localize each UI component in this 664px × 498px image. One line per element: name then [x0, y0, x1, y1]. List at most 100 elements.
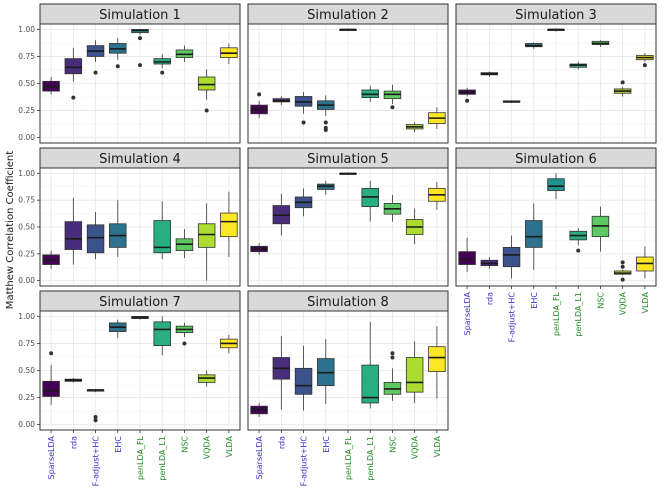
panel-title: Simulation 6 [515, 152, 597, 167]
x-category-label: VQDA [411, 435, 420, 459]
panel-border [455, 23, 657, 144]
y-tick-label: 0.25 [18, 249, 35, 258]
box-SparseLDA [250, 402, 268, 418]
panel-title: Simulation 2 [307, 8, 389, 23]
box-EHC [525, 42, 543, 49]
box-penLDA_FL [339, 172, 357, 175]
box-NSC [175, 45, 194, 62]
box-body [153, 321, 171, 347]
box-body [86, 224, 105, 254]
outlier-point [138, 63, 142, 68]
box-VQDA [613, 80, 632, 97]
box-EHC [525, 203, 543, 270]
x-category-label: rda [69, 436, 78, 449]
outlier-point [620, 80, 625, 85]
x-category-label: penLDA_L1 [574, 292, 583, 337]
outlier-point [182, 341, 187, 346]
x-category-label: VLDA [225, 435, 234, 457]
box-EHC [317, 180, 335, 195]
box-rda [272, 193, 291, 236]
outlier-point [49, 351, 54, 356]
y-tick-label: 0.00 [18, 276, 35, 285]
box-EHC [317, 339, 335, 405]
y-tick-label: 1.00 [18, 25, 35, 34]
box-VLDA [428, 326, 446, 399]
y-tick-label: 1.00 [18, 169, 35, 178]
box-F-adjust+HC [86, 40, 105, 75]
outlier-point [323, 128, 328, 133]
box-body [197, 76, 216, 91]
box-VLDA [220, 334, 238, 354]
box-VQDA [405, 122, 424, 133]
outlier-point [93, 418, 98, 423]
box-VLDA [220, 43, 238, 65]
box-SparseLDA [458, 87, 476, 103]
panel-6: Simulation 6 SparseLDA rda F-adjust+HC EHC pe… [455, 147, 657, 343]
outlier-point [93, 70, 98, 75]
box-rda [64, 198, 83, 265]
outlier-point [71, 95, 76, 100]
x-category-label: penLDA_FL [552, 291, 561, 336]
box-SparseLDA [42, 250, 60, 269]
y-tick-label: 0.75 [18, 339, 35, 348]
outlier-point [620, 264, 625, 269]
x-category-label: penLDA_L1 [158, 436, 167, 481]
x-category-label: SparseLDA [47, 435, 56, 479]
x-category-label: rda [485, 292, 494, 305]
panel-title: Simulation 8 [307, 295, 389, 310]
x-category-label: VQDA [619, 291, 628, 315]
y-tick-label: 0.75 [18, 196, 35, 205]
outlier-point [576, 248, 581, 253]
panels-layer: Simulation 10.000.250.500.751.00Simulati… [18, 3, 657, 487]
box-SparseLDA [250, 92, 268, 119]
x-category-label: NSC [180, 436, 189, 453]
outlier-point [115, 64, 120, 69]
box-VQDA [405, 341, 424, 403]
panel-border [247, 23, 449, 144]
box-body [64, 221, 83, 250]
outlier-point [257, 92, 262, 97]
box-penLDA_L1 [361, 180, 379, 222]
y-tick-label: 0.75 [18, 52, 35, 61]
box-penLDA_FL [131, 316, 149, 320]
box-penLDA_FL [547, 173, 565, 200]
y-tick-label: 0.00 [18, 420, 35, 429]
y-tick-label: 1.00 [18, 312, 35, 321]
box-EHC [109, 200, 127, 258]
box-penLDA_FL [131, 29, 149, 68]
outlier-point [620, 260, 625, 265]
box-body [458, 251, 476, 265]
panel-8: Simulation 8 SparseLDA rda F-adjust+HC EHC pe… [247, 290, 449, 487]
box-penLDA_L1 [361, 85, 379, 102]
box-body [361, 364, 379, 404]
outlier-point [465, 98, 470, 103]
box-SparseLDA [250, 243, 268, 255]
x-category-label: F-adjust+HC [508, 292, 517, 343]
outlier-point [93, 415, 98, 420]
box-penLDA_FL [339, 28, 357, 32]
box-body [294, 367, 313, 395]
box-rda [480, 71, 499, 78]
box-penLDA_L1 [153, 316, 171, 356]
x-category-label: penLDA_FL [344, 435, 353, 480]
outlier-point [138, 36, 142, 41]
panel-4: Simulation 4 0.00 0.25 0.50 0.75 1.00 [18, 147, 241, 287]
outlier-point [390, 355, 395, 360]
box-body [64, 58, 83, 75]
box-rda [272, 96, 291, 106]
x-category-label: EHC [322, 436, 331, 453]
outlier-point [301, 120, 306, 125]
panel-title: Simulation 3 [515, 8, 597, 23]
outlier-point [620, 277, 625, 282]
box-VLDA [428, 107, 446, 129]
box-body [197, 223, 216, 248]
box-EHC [317, 95, 335, 133]
box-body [220, 212, 238, 238]
box-F-adjust+HC [86, 388, 105, 423]
x-category-label: F-adjust+HC [300, 436, 309, 487]
box-NSC [175, 322, 194, 346]
y-tick-label: 0.25 [18, 393, 35, 402]
box-penLDA_L1 [361, 321, 379, 409]
box-body [502, 246, 521, 268]
